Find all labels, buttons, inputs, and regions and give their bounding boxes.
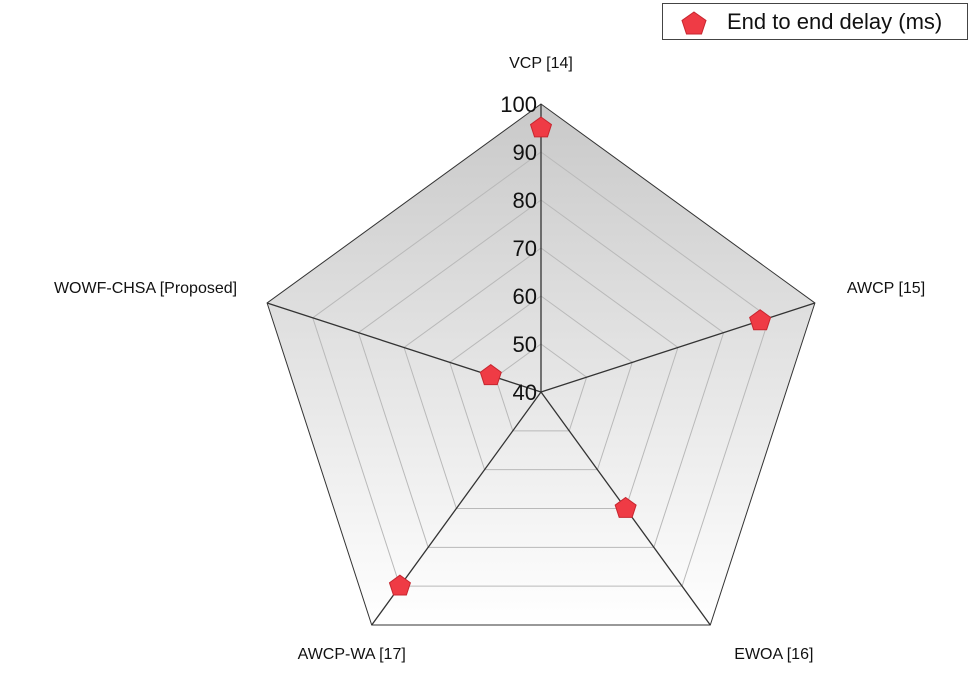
axis-label: VCP [14]: [509, 55, 573, 72]
pentagon-marker-icon: [681, 11, 707, 35]
data-point: [388, 574, 411, 596]
data-point: [529, 116, 553, 138]
tick-label: 90: [513, 140, 537, 165]
axis-label: EWOA [16]: [734, 646, 813, 663]
data-point: [479, 364, 502, 386]
grid-ring: [403, 247, 679, 509]
grid-ring: [494, 343, 588, 432]
tick-label: 70: [513, 236, 537, 261]
grid-ring: [449, 295, 633, 471]
tick-label: 60: [513, 284, 537, 309]
grid-ring: [312, 151, 770, 587]
legend: End to end delay (ms): [662, 3, 968, 40]
axis-label-layer: VCP [14] AWCP [15] EWOA [16] AWCP-WA [17] WO…: [54, 55, 925, 663]
tick-label-layer: 40 50 60 70 80 90 100: [500, 92, 537, 405]
data-point: [614, 496, 637, 518]
tick-label: 80: [513, 188, 537, 213]
axis-label: AWCP-WA [17]: [298, 646, 406, 663]
tick-label: 50: [513, 332, 537, 357]
axis-label: WOWF-CHSA [Proposed]: [54, 280, 237, 297]
legend-label: End to end delay (ms): [727, 9, 943, 34]
tick-label: 100: [500, 92, 537, 117]
tick-label: 40: [513, 380, 537, 405]
data-point-layer: [388, 116, 772, 596]
data-point: [749, 309, 772, 331]
axis-label: AWCP [15]: [847, 280, 925, 297]
grid-ring: [357, 199, 725, 548]
